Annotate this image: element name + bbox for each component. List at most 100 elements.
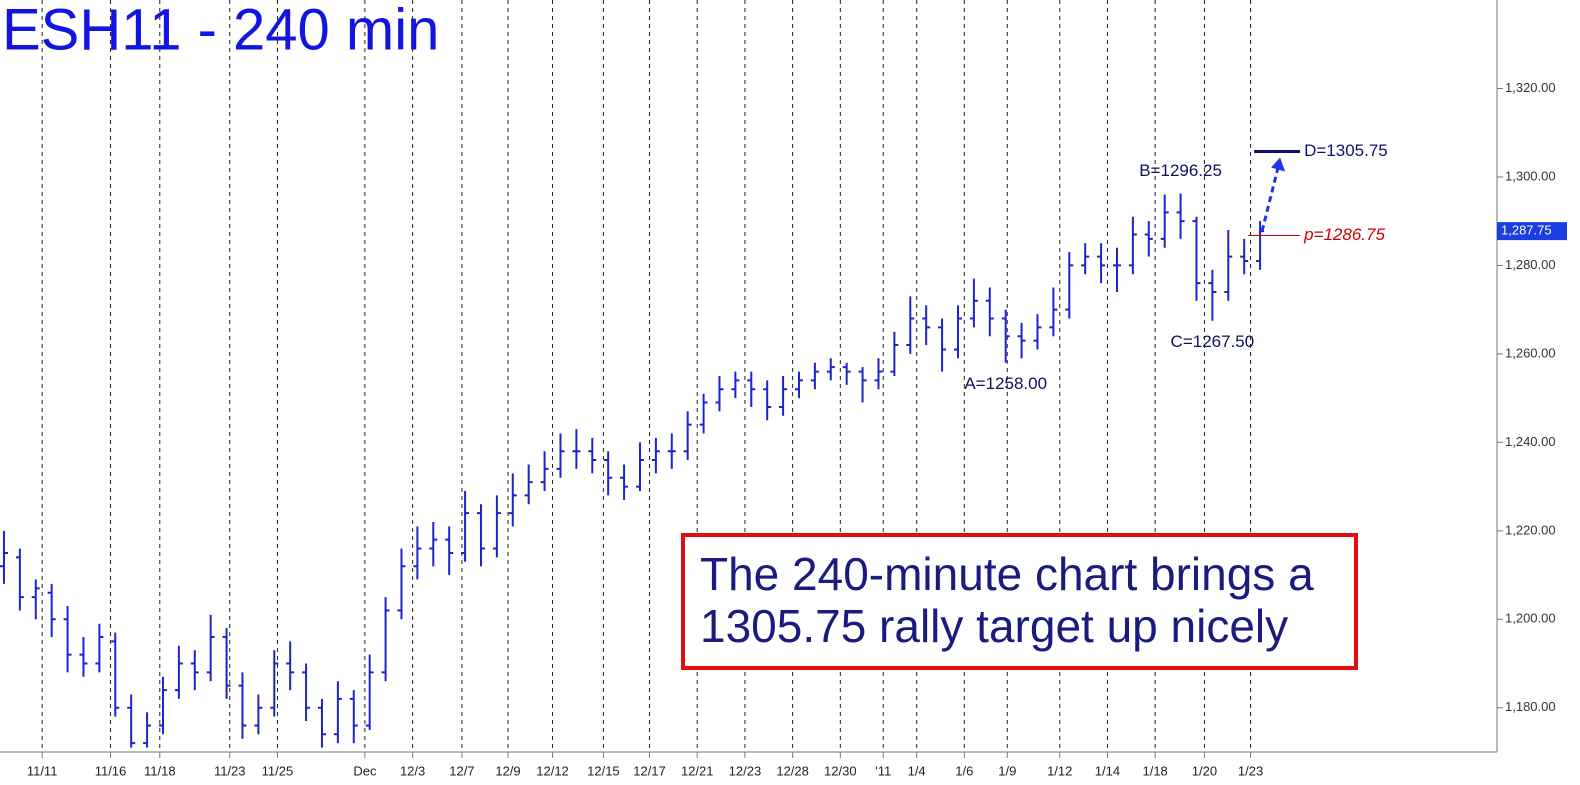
x-tick-label: Dec (353, 763, 377, 778)
x-tick-label: 1/18 (1142, 763, 1167, 778)
ohlc-bar (317, 698, 326, 748)
point-label: A=1258.00 (964, 374, 1047, 393)
x-tick-label: 12/9 (495, 763, 520, 778)
ohlc-bar (508, 473, 517, 527)
ohlc-bar (429, 521, 438, 567)
ohlc-bar (922, 305, 931, 346)
ohlc-bar (1033, 314, 1042, 350)
x-tick-label: 12/23 (729, 763, 762, 778)
ohlc-bar (699, 393, 708, 434)
ohlc-bar (1017, 322, 1026, 359)
ohlc-bar (95, 623, 104, 673)
y-tick-label: 1,280.00 (1505, 257, 1556, 272)
point-label: B=1296.25 (1139, 161, 1222, 180)
ohlc-bar (238, 672, 247, 739)
y-tick-label: 1,260.00 (1505, 345, 1556, 360)
last-price-box (1497, 222, 1567, 241)
ohlc-bar (731, 371, 740, 399)
x-tick-label: 12/17 (633, 763, 666, 778)
x-tick-label: 11/23 (214, 763, 246, 778)
note-line: 1305.75 rally target up nicely (700, 600, 1288, 652)
ohlc-bar (413, 526, 422, 580)
ohlc-bar (985, 287, 994, 337)
x-tick-label: 1/20 (1192, 763, 1217, 778)
ohlc-bar (206, 614, 215, 682)
ohlc-bar (826, 358, 835, 381)
ohlc-bar (556, 433, 565, 478)
ohlc-bar (1065, 252, 1074, 319)
chart-title: ESH11 - 240 min (2, 0, 439, 62)
ohlc-bar (47, 583, 56, 637)
x-tick-label: 12/12 (536, 763, 569, 778)
ohlc-bar (540, 451, 549, 492)
x-tick-label: 1/12 (1047, 763, 1072, 778)
ohlc-bar (15, 548, 24, 611)
target-arrow (1260, 167, 1280, 232)
x-tick-label: 11/16 (95, 763, 127, 778)
y-tick-label: 1,320.00 (1505, 80, 1556, 95)
ohlc-bar (302, 663, 311, 722)
ohlc-bar (969, 278, 978, 328)
ohlc-bar (620, 464, 629, 500)
ohlc-bar (270, 650, 279, 717)
ohlc-bar (31, 579, 40, 620)
ohlc-bar (365, 654, 374, 730)
target-arrowhead (1271, 157, 1286, 172)
y-tick-label: 1,200.00 (1505, 611, 1556, 626)
ohlc-bar (492, 495, 501, 558)
level-label: p=1286.75 (1303, 225, 1385, 244)
ohlc-bar (1001, 309, 1010, 363)
ohlc-bar (381, 597, 390, 682)
ohlc-bar (1192, 216, 1201, 301)
ohlc-bar (127, 694, 136, 748)
ohlc-bar (1160, 194, 1169, 248)
ohlc-bar (858, 367, 867, 403)
x-tick-label: 11/11 (27, 763, 58, 778)
note-line: The 240-minute chart brings a (700, 548, 1314, 600)
x-tick-label: 12/28 (776, 763, 809, 778)
ohlc-bar (1224, 230, 1233, 301)
ohlc-bar (333, 681, 342, 744)
ohlc-bar (842, 362, 851, 385)
ohlc-bar (667, 433, 676, 469)
ohlc-bar (1240, 238, 1249, 275)
note-box (681, 533, 1358, 670)
ohlc-bar (906, 296, 915, 354)
ohlc-bar (476, 504, 485, 567)
x-tick-label: 11/25 (262, 763, 294, 778)
x-tick-label: 12/21 (681, 763, 714, 778)
ohlc-bar (890, 331, 899, 376)
ohlc-bar (572, 429, 581, 469)
ohlc-bar (524, 464, 533, 505)
ohlc-bar (763, 380, 772, 421)
x-tick-label: 12/3 (400, 763, 425, 778)
ohlc-bar (174, 645, 183, 699)
ohlc-bar (588, 437, 597, 474)
ohlc-bar (794, 371, 803, 399)
ohlc-bar (874, 358, 883, 390)
ohlc-bar (1049, 287, 1058, 337)
ohlc-bar (938, 318, 947, 372)
x-tick-label: 12/15 (587, 763, 620, 778)
ohlc-bar (635, 442, 644, 492)
ohlc-bar (461, 491, 470, 562)
ohlc-bar (158, 676, 167, 735)
x-tick-label: 12/30 (824, 763, 857, 778)
ohlc-bar (810, 362, 819, 390)
ohlc-bar (79, 636, 88, 677)
ohlc-bar (222, 628, 231, 699)
last-price-label: 1,287.75 (1501, 223, 1552, 238)
x-tick-label: 1/9 (998, 763, 1016, 778)
x-tick-label: 11/18 (144, 763, 176, 778)
ohlc-bar (254, 694, 263, 735)
ohlc-bar (111, 632, 120, 717)
ohlc-bar (747, 371, 756, 407)
ohlc-bar (286, 641, 295, 691)
ohlc-bar (779, 376, 788, 416)
y-tick-label: 1,220.00 (1505, 522, 1556, 537)
x-tick-label: '11 (875, 763, 891, 778)
ohlc-bar (1176, 193, 1185, 239)
ohlc-bar (651, 437, 660, 474)
ohlc-bar (445, 526, 454, 576)
